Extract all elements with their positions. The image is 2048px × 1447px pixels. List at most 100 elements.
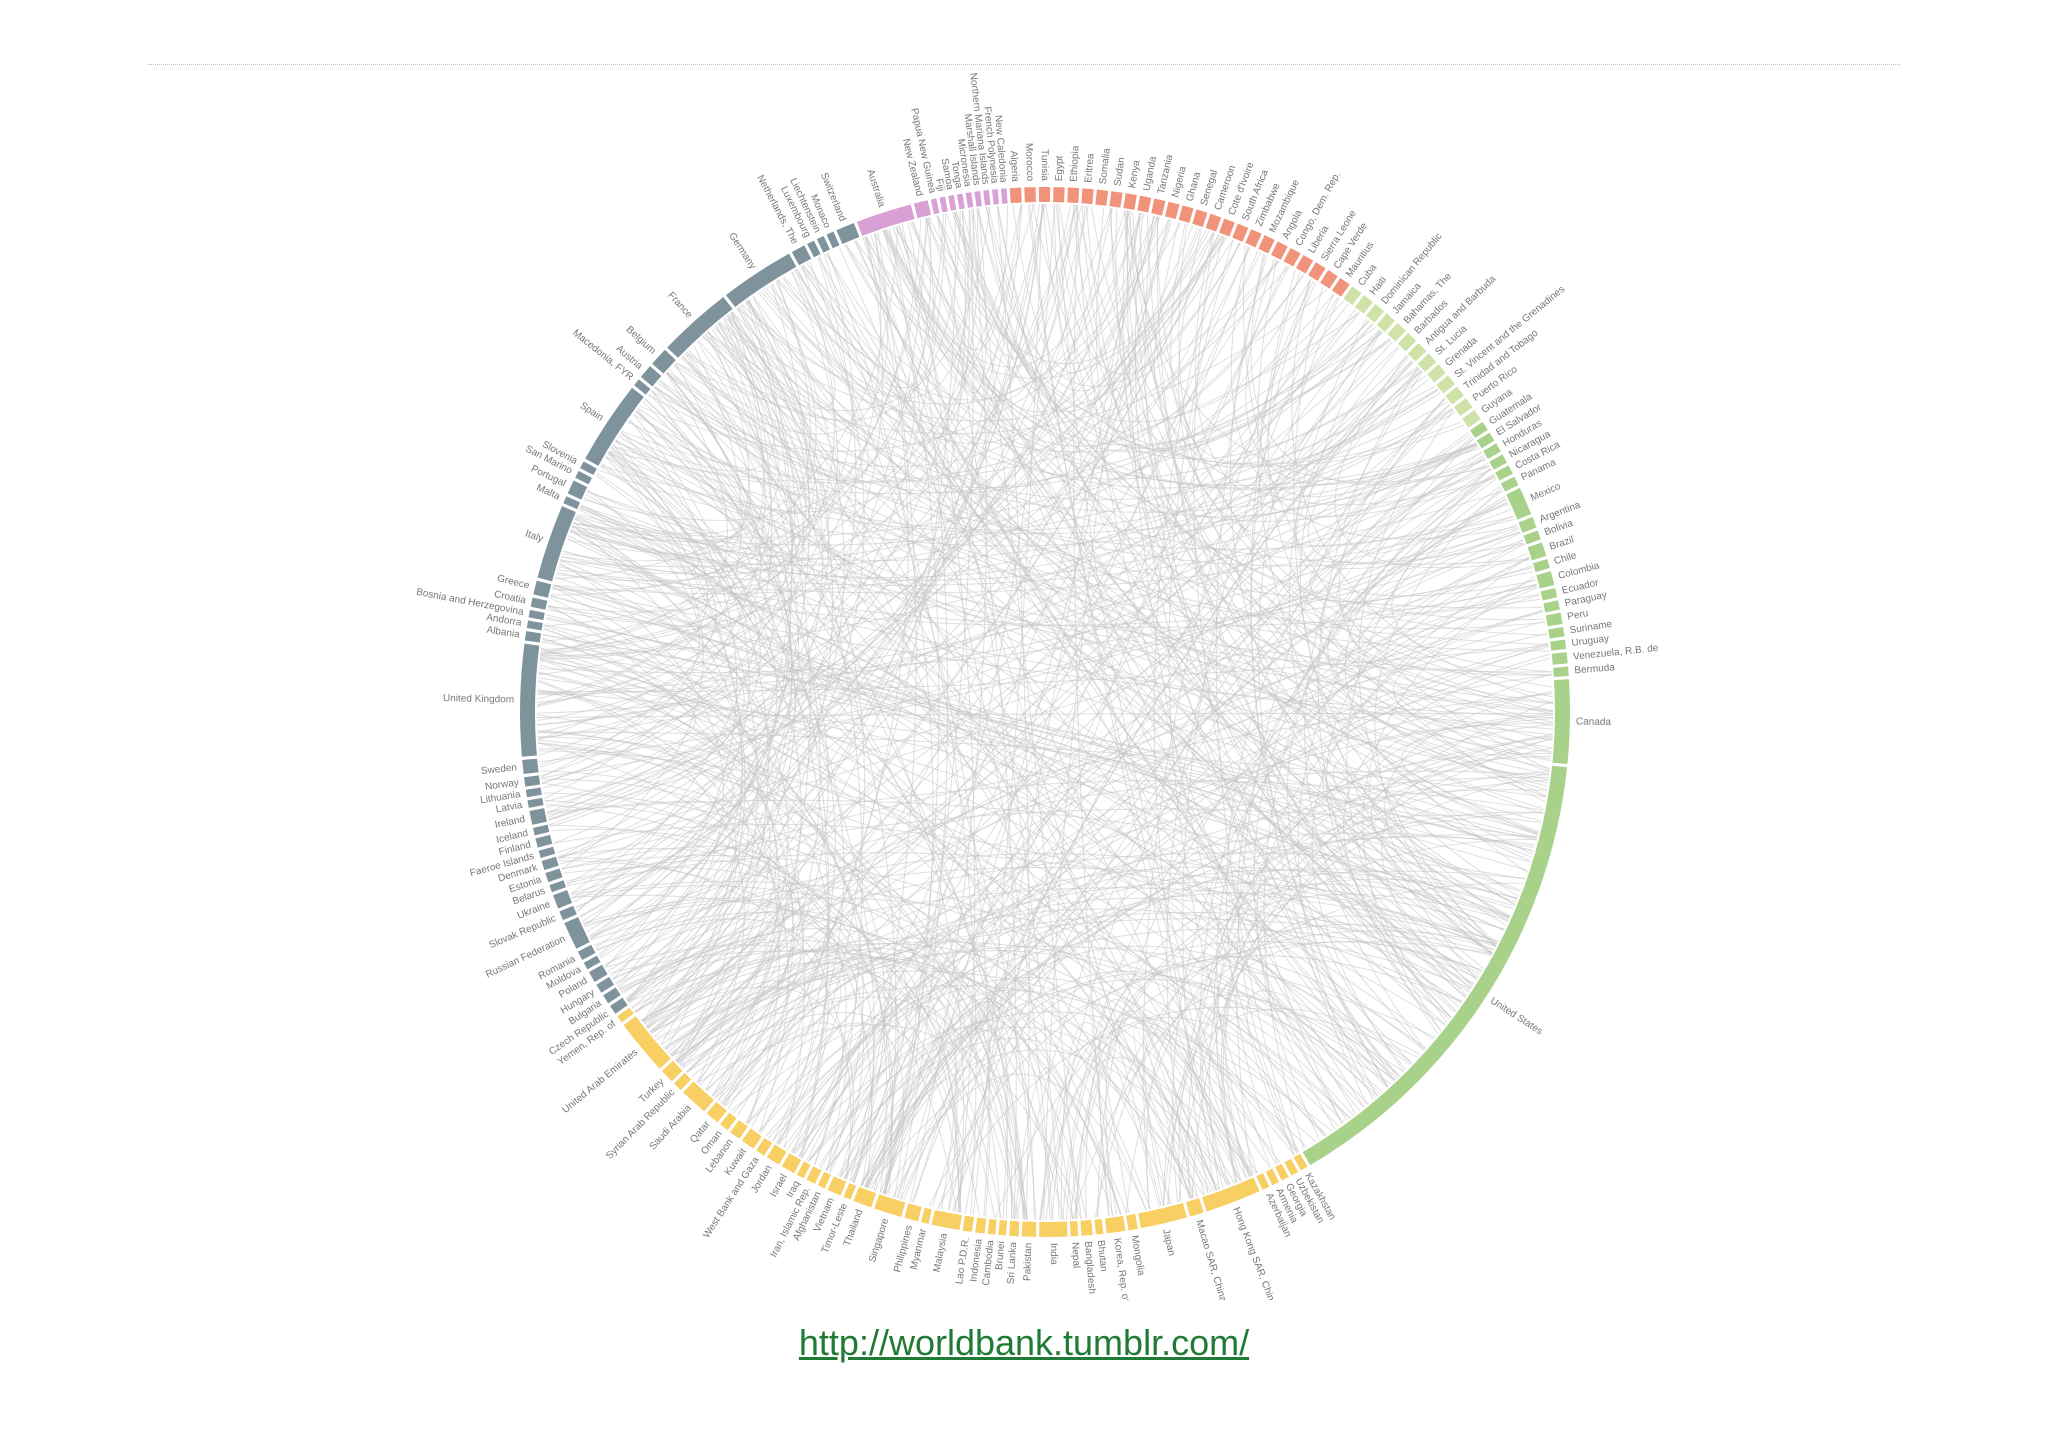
chord: [1208, 736, 1553, 1190]
chord: [1122, 210, 1460, 1008]
node-arc: [939, 196, 948, 213]
node-arc: [567, 480, 588, 500]
chord: [618, 328, 814, 515]
node-arc: [1295, 254, 1314, 274]
chord: [1367, 528, 1537, 613]
chord: [794, 269, 1472, 990]
chord: [818, 256, 977, 1215]
chord: [885, 1073, 1147, 1211]
node-label: Kenya: [1127, 159, 1143, 189]
node-arc: [563, 496, 581, 510]
node-arc: [1552, 679, 1570, 765]
chord: [820, 456, 1485, 1169]
chord: [882, 230, 1383, 453]
node-label: Hong Kong SAR, China: [1230, 1206, 1278, 1300]
node-arc: [525, 787, 542, 798]
chord: [1015, 408, 1453, 1220]
chord: [866, 236, 1305, 447]
node-label: United States: [1488, 996, 1544, 1038]
chord: [605, 208, 979, 513]
chord: [549, 824, 873, 1188]
node-label: Somalia: [1098, 147, 1113, 185]
chord: [600, 459, 1487, 534]
node-label: Nepal: [1069, 1242, 1081, 1269]
chord: [572, 894, 1204, 1195]
chord: [1062, 584, 1538, 1220]
node-label: Uruguay: [1571, 633, 1610, 649]
chord: [706, 332, 1439, 501]
chord: [537, 203, 1035, 741]
node-arc: [836, 223, 860, 244]
node-arc: [987, 1218, 997, 1235]
source-link[interactable]: http://worldbank.tumblr.com/: [798, 1322, 1250, 1363]
node-arc: [1470, 421, 1488, 438]
node-label: Australia: [864, 168, 887, 209]
node-label: Korea, Rep. of: [1111, 1237, 1131, 1300]
chord: [719, 260, 1280, 422]
chord: [654, 386, 1533, 858]
node-arc: [1417, 353, 1437, 372]
chord: [724, 300, 829, 429]
chord: [898, 225, 1060, 1220]
chord: [1193, 232, 1343, 1125]
node-label: Norway: [484, 777, 519, 792]
chord: [612, 331, 1383, 495]
chord: [642, 401, 1028, 1220]
node-label: Bermuda: [1574, 662, 1616, 676]
chord: [892, 941, 1472, 1197]
chord: [567, 538, 1434, 1040]
node-label: Italy: [524, 528, 545, 544]
node-arc: [1553, 666, 1569, 677]
node-arc: [1138, 1202, 1187, 1229]
chord: [972, 209, 1078, 1220]
node-arc: [1178, 205, 1194, 223]
chord: [650, 936, 820, 1106]
chord: [645, 333, 799, 1027]
node-arc: [617, 1007, 634, 1023]
chord: [996, 206, 1030, 1220]
chord: [575, 507, 724, 576]
chord: [707, 332, 1530, 565]
node-arc: [1151, 198, 1166, 216]
node-arc: [1495, 465, 1513, 481]
node-arc: [519, 643, 540, 757]
node-label: Mexico: [1529, 481, 1563, 504]
chord: [849, 233, 917, 1182]
node-arc: [1080, 1219, 1093, 1236]
node-label: Bhutan: [1095, 1240, 1109, 1273]
chord: [1123, 210, 1554, 712]
node-arc: [1462, 409, 1481, 428]
chord: [1291, 278, 1554, 704]
chord: [987, 207, 1474, 986]
node-arc: [526, 620, 543, 631]
chord: [1081, 205, 1548, 787]
chord: [945, 213, 1345, 423]
chord: [627, 939, 780, 1083]
chord: [547, 504, 743, 627]
node-arc: [1275, 1163, 1289, 1181]
chord: [549, 560, 745, 828]
node-arc: [553, 890, 573, 909]
chord: [714, 325, 865, 1145]
node-arc: [1000, 188, 1008, 204]
chord: [1401, 713, 1554, 836]
chord: [909, 221, 1484, 969]
chord: [1358, 409, 1497, 947]
node-label: India: [1048, 1243, 1059, 1265]
chord: [1134, 213, 1399, 1078]
node-arc: [667, 297, 733, 358]
chord: [540, 770, 1026, 1220]
node-arc: [537, 506, 576, 582]
chord: [559, 326, 1377, 568]
chord: [936, 215, 1456, 1013]
chord: [1029, 204, 1230, 1186]
chord: [538, 543, 1525, 674]
node-arc: [524, 775, 541, 787]
chord: [1153, 221, 1251, 389]
chord: [576, 228, 1201, 909]
chord: [826, 979, 1404, 1171]
chord: [714, 216, 1158, 1099]
chord: [675, 362, 1478, 513]
